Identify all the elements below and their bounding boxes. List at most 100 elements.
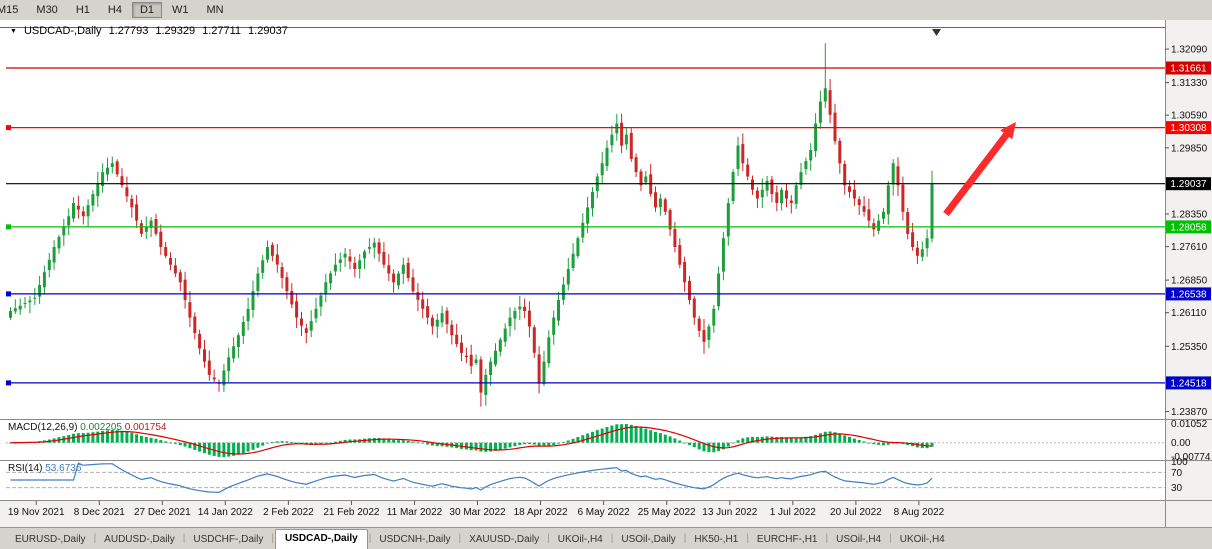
price-badge-1.30308 bbox=[1166, 121, 1211, 135]
price-tick-label: 1.26850 bbox=[1171, 276, 1208, 287]
price-badge-label: 1.29037 bbox=[1170, 179, 1207, 190]
chart-dropdown-icon[interactable]: ▼ bbox=[10, 27, 17, 35]
chart-title: ▼ USDCAD-,Daily 1.27793 1.29329 1.27711 … bbox=[10, 25, 288, 37]
timeframe-button-m15[interactable]: M15 bbox=[0, 4, 19, 16]
price-badge-1.29037 bbox=[1166, 177, 1211, 191]
timeframe-button-m30[interactable]: M30 bbox=[36, 4, 58, 16]
tab-separator: | bbox=[271, 533, 274, 544]
chart-tab-eurchf-h1[interactable]: EURCHF-,H1 bbox=[756, 534, 818, 545]
chart-shift-marker-icon[interactable] bbox=[932, 29, 941, 36]
price-scale-column bbox=[1165, 20, 1212, 527]
chart-tab-ukoil-h4[interactable]: UKOil-,H4 bbox=[557, 534, 603, 545]
ohlc-high: 1.29329 bbox=[155, 25, 196, 37]
date-label: 8 Aug 2022 bbox=[894, 507, 945, 518]
timeframe-button-w1[interactable]: W1 bbox=[172, 4, 189, 16]
chart-tabs-bar: EURUSD-,Daily | AUDUSD-,Daily | USDCHF-,Dail… bbox=[0, 527, 1212, 549]
price-tick-label: 1.28350 bbox=[1171, 210, 1208, 221]
date-label: 21 Feb 2022 bbox=[323, 507, 380, 518]
rsi-line bbox=[10, 462, 933, 494]
timeframe-button-h1[interactable]: H1 bbox=[75, 4, 90, 16]
chart-tab-hk50-h1[interactable]: HK50-,H1 bbox=[694, 534, 739, 545]
date-label: 6 May 2022 bbox=[577, 507, 630, 518]
price-tick-label: 1.23870 bbox=[1171, 407, 1208, 418]
tab-separator: | bbox=[889, 533, 892, 544]
rsi-scale-100: 100 bbox=[1171, 457, 1188, 468]
chart-tab-ukoil-h4[interactable]: UKOil-,H4 bbox=[899, 534, 945, 545]
price-tick-label: 1.30590 bbox=[1171, 111, 1208, 122]
chart-tab-usoil-daily[interactable]: USOil-,Daily bbox=[621, 534, 676, 545]
date-label: 25 May 2022 bbox=[638, 507, 696, 518]
hline-handle-1.28058[interactable] bbox=[6, 224, 11, 230]
chart-tab-usoil-h4[interactable]: USOil-,H4 bbox=[836, 534, 882, 545]
time-scale-strip bbox=[0, 501, 1165, 527]
tab-separator: | bbox=[683, 533, 687, 544]
price-badge-1.26538 bbox=[1166, 287, 1211, 301]
price-tick-label: 1.31330 bbox=[1171, 78, 1208, 89]
date-label: 13 Jun 2022 bbox=[702, 507, 757, 518]
chart-tab-eurusd-daily[interactable]: EURUSD-,Daily bbox=[15, 534, 86, 545]
trend-arrow-head[interactable] bbox=[1000, 122, 1016, 140]
rsi-scale-70: 70 bbox=[1171, 468, 1183, 479]
rsi-label: RSI(14) 53.6736 bbox=[8, 463, 82, 474]
date-label: 18 Apr 2022 bbox=[514, 507, 568, 518]
tab-separator: | bbox=[182, 533, 186, 544]
price-badge-1.31661 bbox=[1166, 61, 1211, 75]
date-label: 11 Mar 2022 bbox=[387, 507, 443, 518]
price-tick-label: 1.26110 bbox=[1171, 308, 1207, 319]
tab-separator: | bbox=[746, 533, 749, 544]
price-badge-1.28058 bbox=[1166, 220, 1211, 234]
timeframe-button-mn[interactable]: MN bbox=[206, 4, 224, 16]
candlestick-series bbox=[9, 43, 934, 407]
hline-handle-1.24518[interactable] bbox=[6, 380, 11, 386]
date-label: 20 Jul 2022 bbox=[830, 507, 882, 518]
date-label: 19 Nov 2021 bbox=[8, 507, 65, 518]
trend-arrow-shaft[interactable] bbox=[943, 127, 1013, 217]
rsi-scale-30: 30 bbox=[1171, 483, 1183, 494]
tab-separator: | bbox=[610, 533, 614, 544]
price-chart-svg: 1.32090 1.31330 1.30590 1.29850 1.28350 1.276… bbox=[0, 20, 1212, 527]
chart-tab-usdchf-daily[interactable]: USDCHF-,Daily bbox=[193, 534, 264, 545]
date-label: 8 Dec 2021 bbox=[74, 507, 126, 518]
price-tick-label: 1.29850 bbox=[1171, 143, 1208, 154]
price-badge-label: 1.26538 bbox=[1170, 289, 1207, 300]
price-badge-label: 1.28058 bbox=[1170, 222, 1207, 233]
price-badge-label: 1.24518 bbox=[1170, 378, 1207, 389]
macd-scale-max: 0.01052 bbox=[1171, 419, 1208, 430]
price-tick-label: 1.27610 bbox=[1171, 242, 1208, 253]
ohlc-close: 1.29037 bbox=[248, 25, 288, 37]
macd-label: MACD(12,26,9) 0.002205 0.001754 bbox=[8, 422, 167, 433]
tab-separator: | bbox=[368, 533, 372, 544]
hline-handle-1.30308[interactable] bbox=[6, 125, 11, 131]
tab-separator: | bbox=[825, 533, 829, 544]
ohlc-low: 1.27711 bbox=[202, 25, 242, 37]
ohlc-open: 1.27793 bbox=[108, 25, 149, 37]
price-badge-label: 1.31661 bbox=[1170, 64, 1207, 75]
chart-area: 1.32090 1.31330 1.30590 1.29850 1.28350 1.276… bbox=[0, 20, 1212, 527]
macd-signal-line bbox=[10, 426, 933, 455]
chart-symbol-label: USDCAD-,Daily bbox=[23, 25, 102, 37]
macd-scale-zero: 0.00 bbox=[1171, 438, 1191, 449]
date-label: 30 Mar 2022 bbox=[449, 507, 506, 518]
hline-handle-1.26538[interactable] bbox=[6, 291, 11, 297]
tab-separator: | bbox=[93, 533, 97, 544]
tab-separator: | bbox=[547, 533, 550, 544]
timeframe-button-h4[interactable]: H4 bbox=[107, 4, 122, 16]
chart-tab-usdcnh-daily[interactable]: USDCNH-,Daily bbox=[379, 534, 451, 545]
macd-histogram bbox=[9, 424, 934, 457]
chart-tab-xauusd-daily[interactable]: XAUUSD-,Daily bbox=[469, 534, 540, 545]
timeframe-button-d1[interactable]: D1 bbox=[131, 2, 162, 18]
chart-tab-usdcad-daily[interactable]: USDCAD-,Daily bbox=[274, 529, 368, 549]
date-label: 1 Jul 2022 bbox=[770, 507, 817, 518]
chart-tab-audusd-daily[interactable]: AUDUSD-,Daily bbox=[104, 534, 175, 545]
price-badge-1.24518 bbox=[1166, 376, 1211, 390]
price-tick-label: 1.32090 bbox=[1171, 45, 1208, 56]
timeframe-toolbar: M15 M30 H1 H4 D1 W1 MN bbox=[0, 0, 1212, 21]
date-label: 2 Feb 2022 bbox=[263, 507, 314, 518]
price-tick-label: 1.25350 bbox=[1171, 342, 1208, 353]
date-label: 14 Jan 2022 bbox=[198, 507, 253, 518]
price-badge-label: 1.30308 bbox=[1170, 123, 1207, 134]
tab-separator: | bbox=[458, 533, 462, 544]
date-label: 27 Dec 2021 bbox=[134, 507, 191, 518]
macd-scale-min: -0.00774 bbox=[1171, 452, 1211, 463]
